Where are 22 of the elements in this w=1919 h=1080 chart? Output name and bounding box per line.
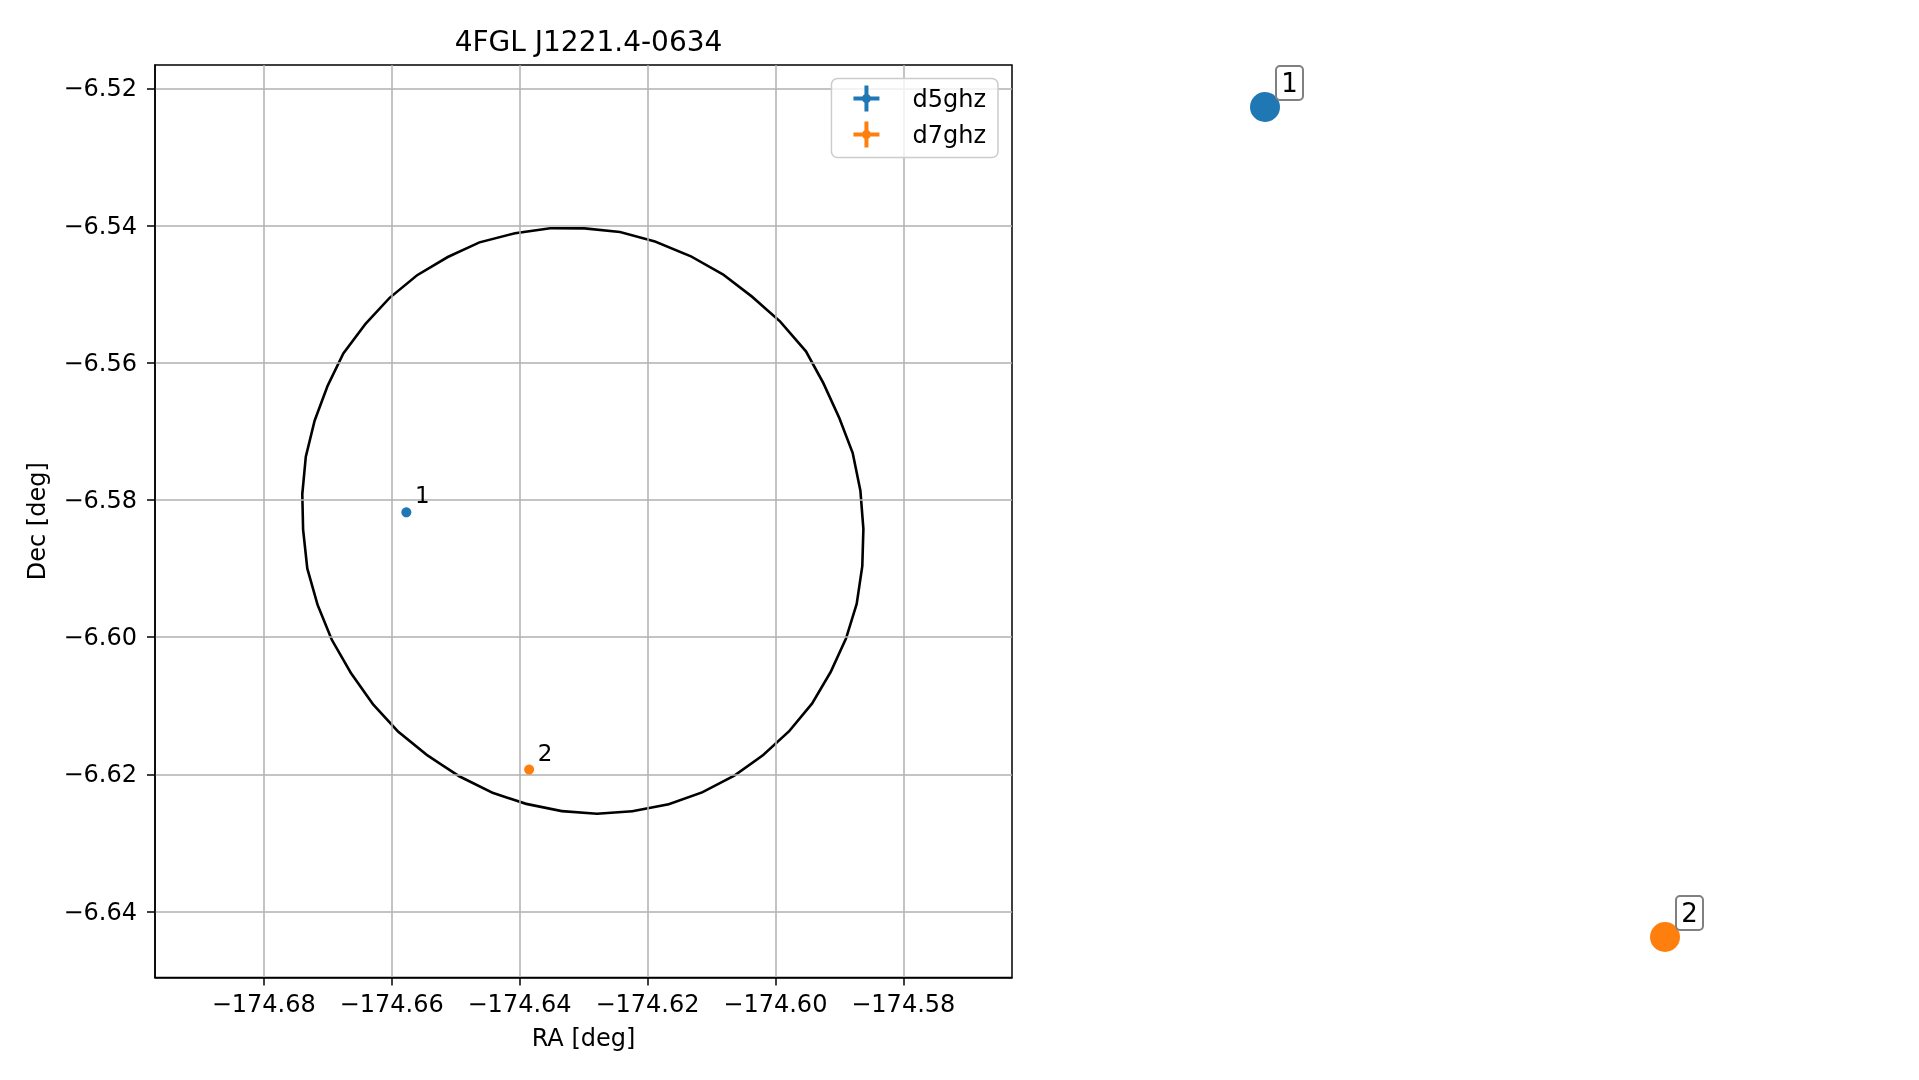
legend-label: d5ghz (912, 84, 986, 113)
x-tick-label: −174.60 (723, 989, 828, 1018)
y-tick-label: −6.56 (63, 348, 137, 377)
text: 2 (1675, 895, 1704, 932)
legend-label: d7ghz (912, 120, 986, 149)
x-tick-label: −174.66 (339, 989, 444, 1018)
y-tick-label: −6.60 (63, 623, 137, 652)
y-tick-label: −6.52 (63, 74, 137, 103)
annotation: 1 (415, 482, 430, 509)
y-axis-title: Dec [deg] (23, 462, 51, 581)
x-tick-label: −174.58 (851, 989, 956, 1018)
y-tick-label: −6.62 (63, 760, 137, 789)
chart-title: 4FGL J1221.4-0634 (454, 24, 723, 58)
y-tick-label: −6.54 (63, 211, 137, 240)
x-tick-label: −174.64 (467, 989, 572, 1018)
y-tick-label: −6.58 (63, 485, 137, 514)
text: 1 (1275, 64, 1304, 101)
x-tick-label: −174.68 (211, 989, 316, 1018)
annotation: 2 (537, 739, 553, 766)
y-tick-label: −6.64 (63, 897, 137, 926)
x-axis-title: RA [deg] (531, 1023, 636, 1052)
x-tick-label: −174.62 (595, 989, 700, 1018)
